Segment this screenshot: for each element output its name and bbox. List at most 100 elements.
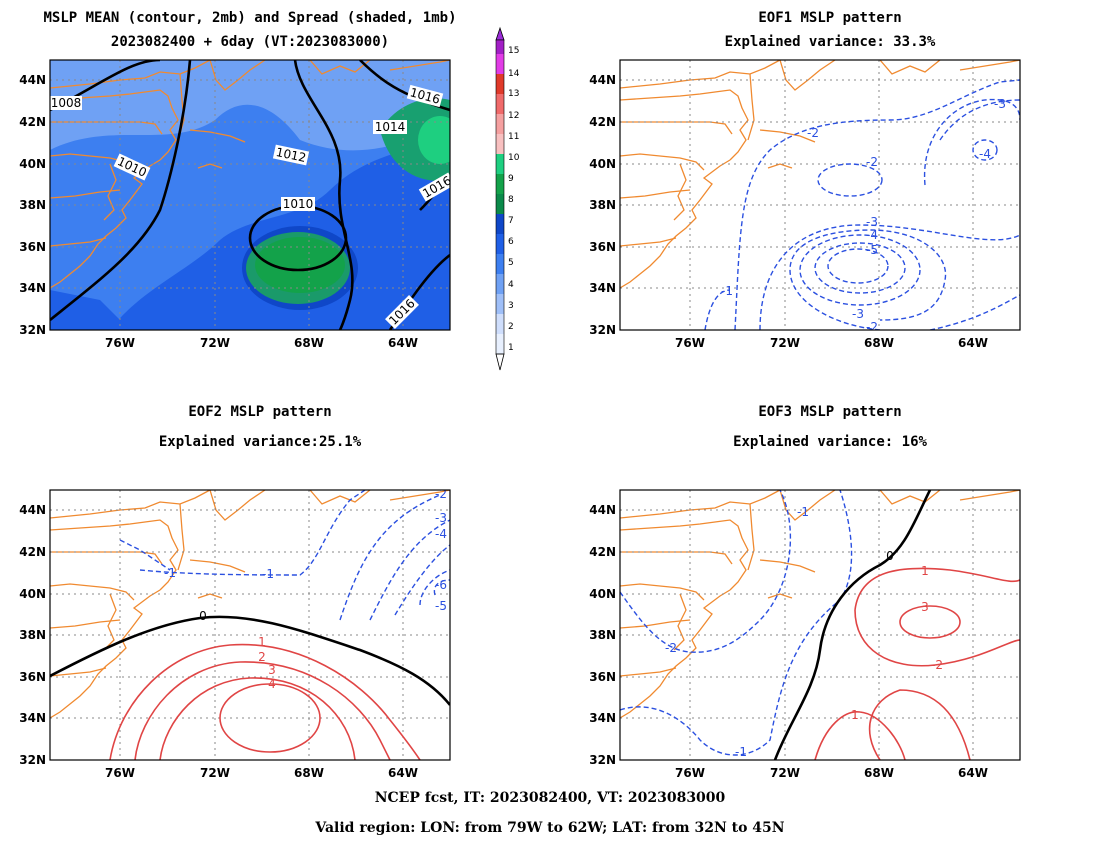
- axis-labels: 44N 42N 40N 38N 36N 34N 32N 76W 72W 68W …: [19, 73, 988, 780]
- lat-label: 36N: [19, 670, 46, 684]
- lat-label: 44N: [19, 73, 46, 87]
- p2-contour-label: -4: [866, 228, 878, 242]
- p3-contour-labels: -1 -1 -2 -3 -4 -5 -6 0 1 2 3 4: [164, 487, 447, 691]
- p2-grid: [620, 60, 1020, 330]
- p2-contour-label: -3: [994, 97, 1006, 111]
- colorbar-bottom-arrow: [495, 353, 505, 371]
- p2-contour-label: -3: [852, 307, 864, 321]
- p4-contour-label: -2: [665, 641, 677, 655]
- p2-contour-labels: -2 -2 -3 -4 -5 -1 -2 -3 -3 -4: [721, 97, 1006, 334]
- p3-contour-label: 4: [268, 677, 276, 691]
- p3-subtitle: Explained variance:25.1%: [158, 434, 362, 450]
- lon-label: 76W: [105, 336, 135, 350]
- p3-contour-label: -1: [262, 567, 274, 581]
- colorbar-label: 2: [508, 322, 514, 332]
- p4-contour-label: -1: [797, 505, 809, 519]
- colorbar-label: 7: [508, 216, 514, 226]
- p2-lon-labels: 76W 72W 68W 64W: [675, 336, 988, 350]
- spread-4mb-fill-sw: [50, 290, 130, 330]
- p2-frame: [619, 59, 1021, 331]
- p4-contour-label: 1: [921, 564, 929, 578]
- lat-label: 36N: [589, 670, 616, 684]
- lon-label: 68W: [294, 766, 324, 780]
- p4-lat-labels: 44N 42N 40N 38N 36N 34N 32N: [589, 503, 616, 767]
- p4-positive-contours: [814, 567, 1020, 760]
- spread-9mb-fill: [418, 116, 450, 164]
- p3-contour-label: -3: [435, 511, 447, 525]
- lon-label: 64W: [388, 336, 418, 350]
- p4-subtitle: Explained variance: 16%: [733, 434, 927, 450]
- lon-label: 72W: [770, 766, 800, 780]
- p2-contours: [704, 79, 1020, 330]
- colorbar-label: 12: [508, 111, 519, 121]
- p3-zero-contour: [50, 615, 450, 706]
- colorbar-label: 9: [508, 174, 514, 184]
- colorbar-label: 15: [508, 46, 519, 56]
- spread-7mb-fill: [255, 237, 345, 293]
- colorbar-label: 10: [508, 153, 520, 163]
- lat-label: 32N: [589, 323, 616, 337]
- p2-contour-label: -4: [979, 147, 991, 161]
- p2-contour-label: -2: [866, 320, 878, 334]
- p4-contours: [620, 490, 853, 756]
- lat-label: 44N: [589, 503, 616, 517]
- p4-contour-label: 3: [921, 600, 929, 614]
- lat-label: 42N: [19, 115, 46, 129]
- p4-contour-label: -1: [735, 745, 747, 759]
- lat-label: 32N: [19, 753, 46, 767]
- lat-label: 40N: [19, 587, 46, 601]
- lat-label: 38N: [589, 198, 616, 212]
- p2-contour-label: -2: [866, 155, 878, 169]
- panel-1-map: 1008 1010 1012 1014 1016 1016 1010 1016: [50, 60, 450, 330]
- p1-title: MSLP MEAN (contour, 2mb) and Spread (sha…: [43, 10, 457, 26]
- colorbar-label: 6: [508, 237, 514, 247]
- lat-label: 38N: [19, 628, 46, 642]
- footer-forecast-info: NCEP fcst, IT: 2023082400, VT: 202308300…: [374, 790, 726, 806]
- footer-region-info: Valid region: LON: from 79W to 62W; LAT:…: [315, 820, 785, 836]
- p2-title: EOF1 MSLP pattern: [758, 10, 902, 26]
- panel-3-map: -1 -1 -2 -3 -4 -5 -6 0 1 2 3 4: [50, 487, 450, 760]
- lon-label: 76W: [675, 766, 705, 780]
- lat-label: 40N: [589, 587, 616, 601]
- lat-label: 34N: [589, 711, 616, 725]
- p4-contour-label: 1: [851, 708, 859, 722]
- p3-contour-label: 1: [258, 635, 266, 649]
- p3-contour-label: 2: [258, 650, 266, 664]
- p3-contour-label: 3: [268, 663, 276, 677]
- p1-frame: [49, 59, 451, 331]
- p3-lat-labels: 44N 42N 40N 38N 36N 34N 32N: [19, 503, 46, 767]
- lon-label: 64W: [958, 766, 988, 780]
- lat-label: 42N: [19, 545, 46, 559]
- lon-label: 72W: [200, 766, 230, 780]
- p1-contour-label: 1008: [51, 96, 82, 110]
- p4-coastline: [620, 490, 1020, 719]
- p3-title: EOF2 MSLP pattern: [188, 404, 332, 420]
- lat-label: 32N: [589, 753, 616, 767]
- p1-lat-labels: 44N 42N 40N 38N 36N 34N 32N: [19, 73, 46, 337]
- p4-zero-contour: [773, 490, 932, 760]
- colorbar-label: 13: [508, 89, 519, 99]
- p2-lat-labels: 44N 42N 40N 38N 36N 34N 32N: [589, 73, 616, 337]
- colorbar-label: 5: [508, 258, 514, 268]
- colorbar-label: 14: [508, 69, 520, 79]
- lat-label: 40N: [589, 157, 616, 171]
- p4-grid: [620, 490, 1020, 760]
- lat-label: 36N: [589, 240, 616, 254]
- p2-contour-label: -5: [866, 243, 878, 257]
- lon-label: 64W: [958, 336, 988, 350]
- p3-contour-label: -2: [435, 487, 447, 501]
- p4-contour-labels: -1 -2 -1 0 1 3 -2 1: [665, 505, 943, 759]
- lat-label: 38N: [19, 198, 46, 212]
- lon-label: 76W: [675, 336, 705, 350]
- p3-positive-contours: [109, 643, 421, 760]
- panel-2-map: -2 -2 -3 -4 -5 -1 -2 -3 -3 -4: [620, 60, 1020, 334]
- lon-label: 76W: [105, 766, 135, 780]
- colorbar-label: 8: [508, 195, 514, 205]
- lon-label: 68W: [864, 336, 894, 350]
- p3-contour-label: -4: [435, 527, 447, 541]
- p3-frame: [49, 489, 451, 761]
- p1-contour-label: 1014: [375, 120, 406, 134]
- lon-label: 72W: [200, 336, 230, 350]
- lon-label: 64W: [388, 766, 418, 780]
